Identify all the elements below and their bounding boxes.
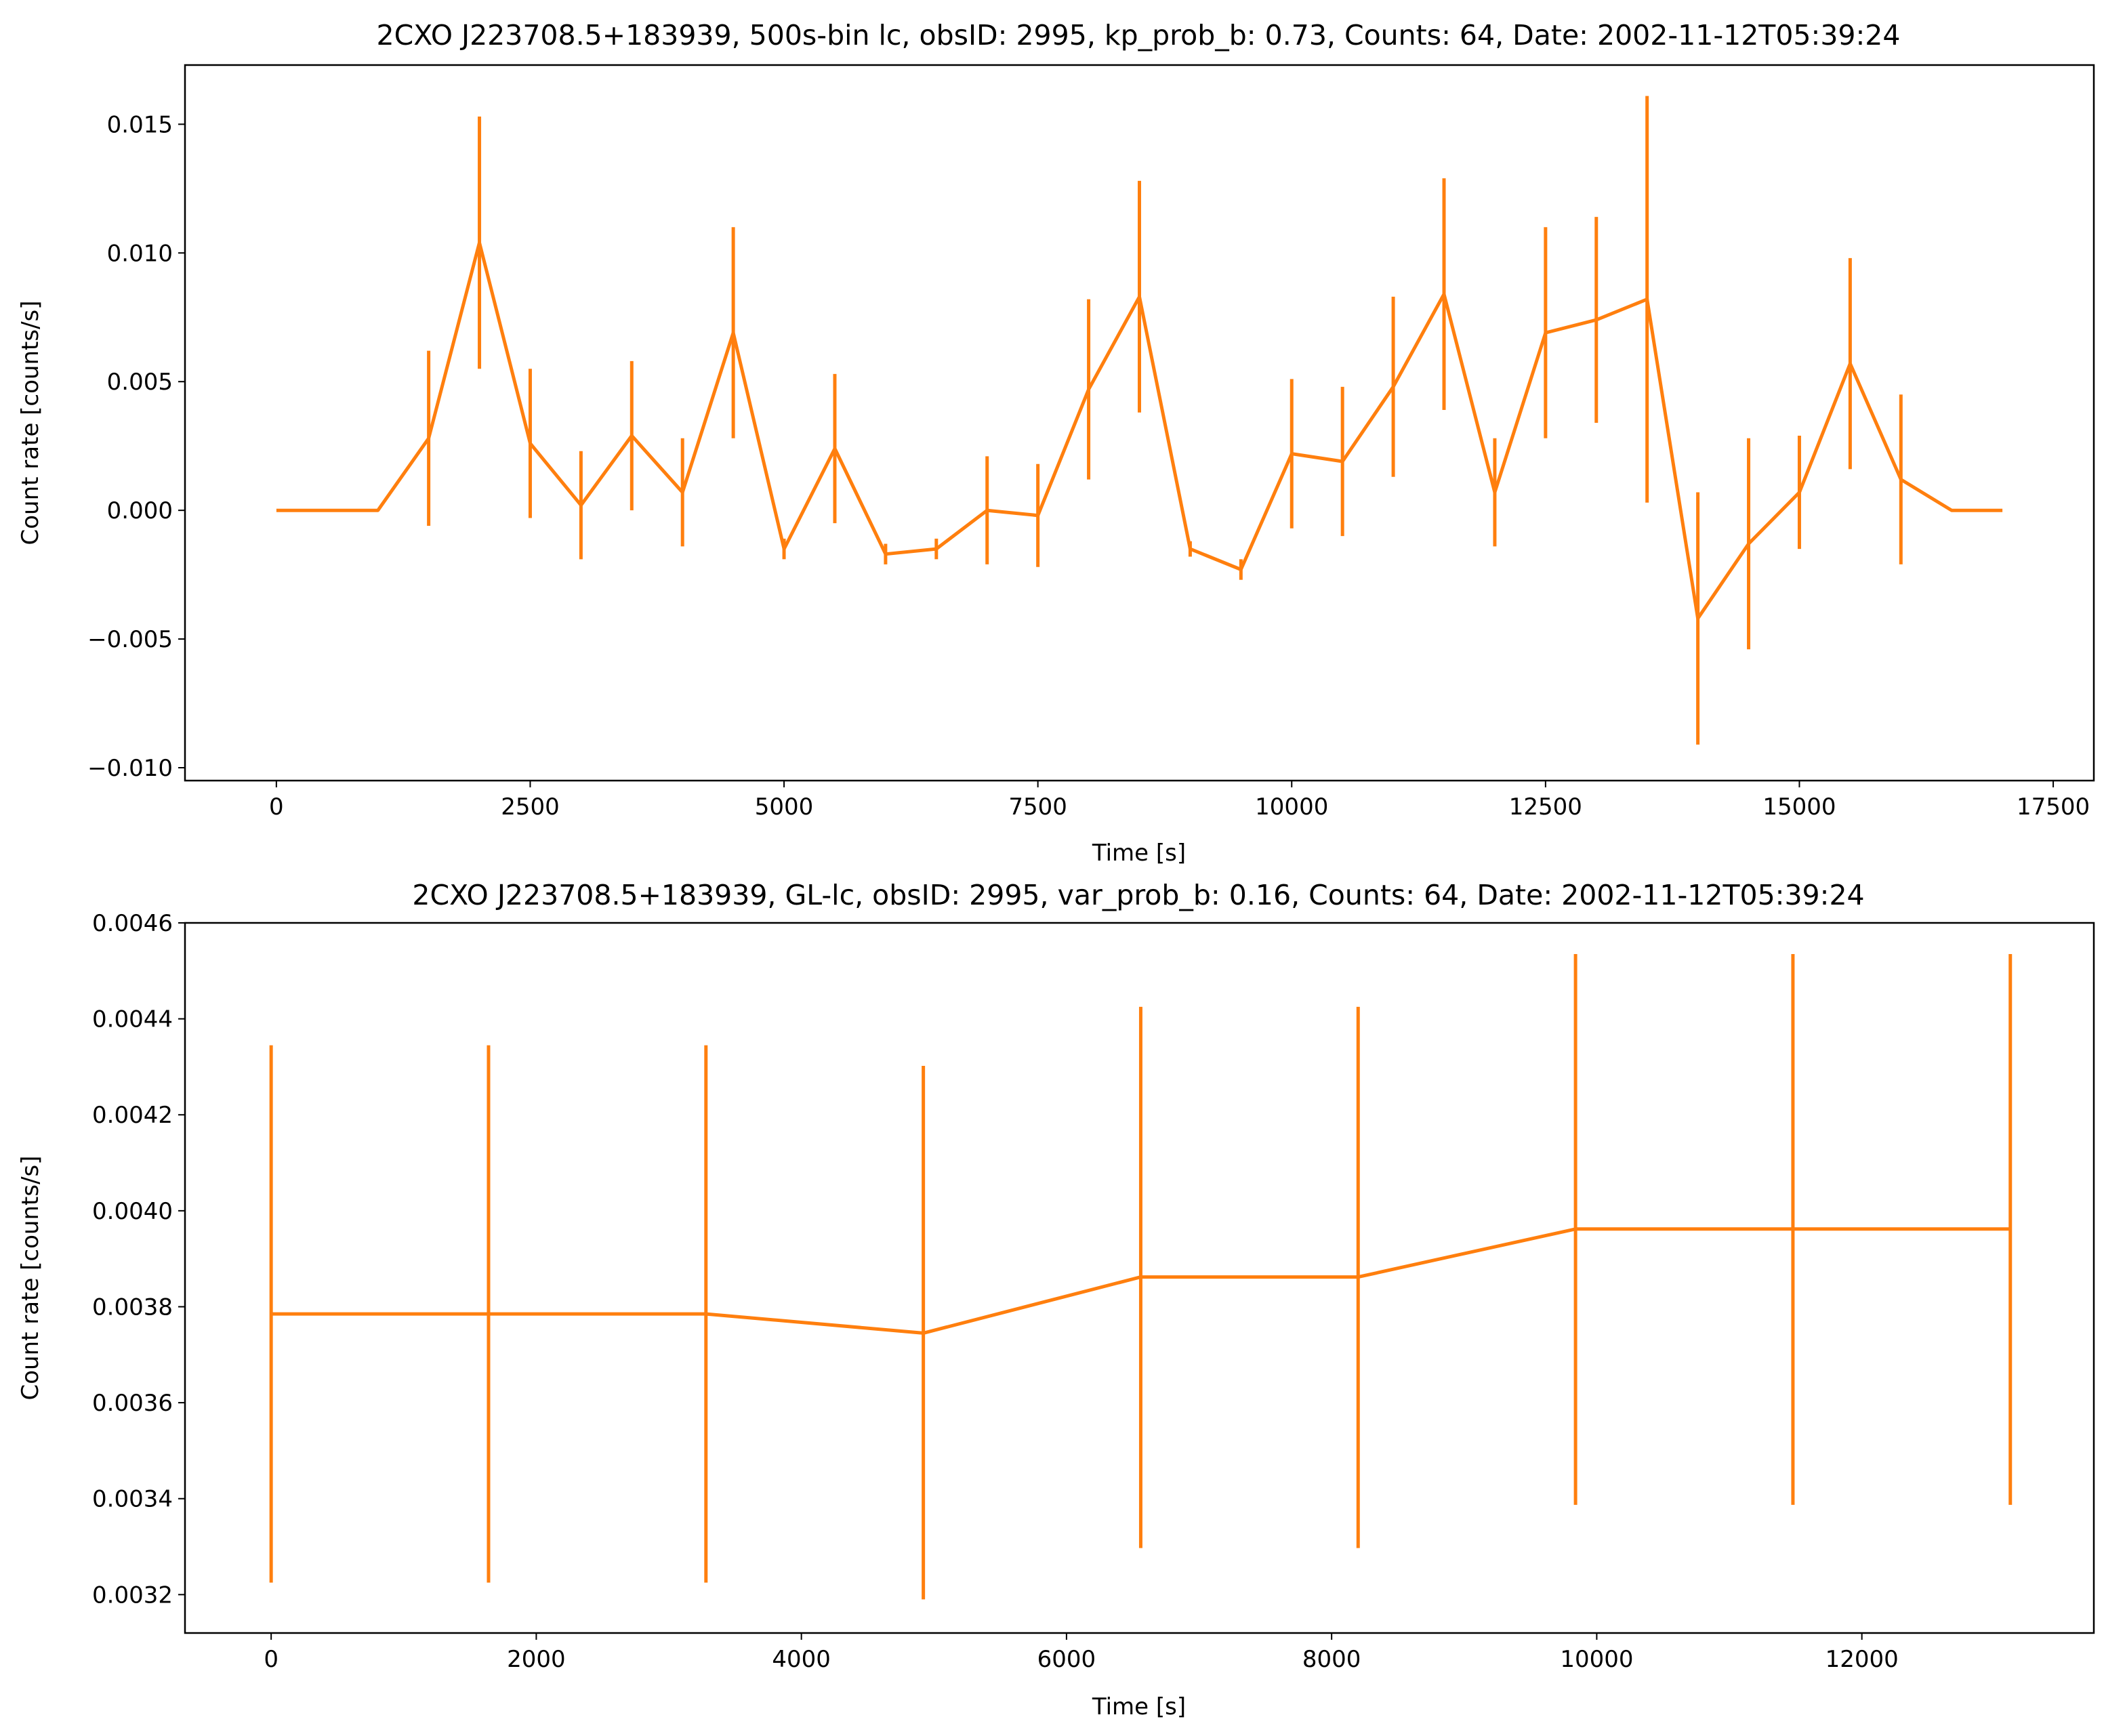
top-x-tick-label: 7500: [1008, 793, 1067, 821]
bottom-x-tick-label: 12000: [1825, 1646, 1899, 1673]
top-x-tick-label: 17500: [2017, 793, 2090, 821]
top-x-tick-label: 2500: [501, 793, 560, 821]
bottom-y-tick-label: 0.0040: [92, 1198, 173, 1225]
top-y-tick-label: 0.010: [107, 240, 173, 267]
bottom-x-tick-label: 8000: [1302, 1646, 1361, 1673]
bottom-x-tick-label: 2000: [507, 1646, 566, 1673]
bottom-x-tick-label: 6000: [1037, 1646, 1096, 1673]
top-chart-title: 2CXO J223708.5+183939, 500s-bin lc, obsI…: [377, 19, 1901, 51]
bottom-y-tick-label: 0.0046: [92, 910, 173, 937]
bottom-y-tick-label: 0.0044: [92, 1006, 173, 1033]
top-y-tick-label: 0.005: [107, 369, 173, 396]
bottom-series-line: [271, 1227, 2010, 1335]
bottom-y-tick-label: 0.0032: [92, 1582, 173, 1609]
top-y-axis-label: Count rate [counts/s]: [17, 301, 44, 545]
top-plot-frame: [184, 64, 2095, 782]
bottom-y-tick-label: 0.0034: [92, 1486, 173, 1513]
top-x-tick-label: 5000: [755, 793, 814, 821]
bottom-y-tick-label: 0.0038: [92, 1294, 173, 1321]
top-x-tick-label: 12500: [1509, 793, 1582, 821]
top-x-tick-label: 0: [269, 793, 284, 821]
top-y-tick-label: 0.000: [107, 497, 173, 524]
top-x-tick-label: 15000: [1762, 793, 1836, 821]
bottom-panel: 2CXO J223708.5+183939, GL-lc, obsID: 299…: [17, 879, 2095, 1720]
bottom-y-tick-label: 0.0042: [92, 1102, 173, 1129]
top-y-tick-label: 0.015: [107, 111, 173, 138]
top-series-line: [276, 241, 2003, 621]
top-y-tick-label: −0.005: [87, 626, 173, 653]
bottom-plot-frame: [184, 922, 2095, 1634]
bottom-x-tick-label: 0: [264, 1646, 279, 1673]
bottom-ticks: 0 2000 4000 6000 8000 10000 12000 0.0032 0.0034 0…: [92, 910, 1899, 1673]
top-panel: 2CXO J223708.5+183939, 500s-bin lc, obsI…: [17, 19, 2095, 867]
bottom-x-tick-label: 4000: [772, 1646, 831, 1673]
bottom-y-tick-label: 0.0036: [92, 1390, 173, 1417]
bottom-y-axis-label: Count rate [counts/s]: [17, 1156, 44, 1401]
bottom-x-tick-label: 10000: [1560, 1646, 1633, 1673]
top-ticks: 0 2500 5000 7500 10000 12500 15000 17500 −0.010 −…: [87, 111, 2090, 821]
top-x-axis-label: Time [s]: [1092, 840, 1186, 867]
top-x-tick-label: 10000: [1255, 793, 1328, 821]
bottom-chart-title: 2CXO J223708.5+183939, GL-lc, obsID: 299…: [412, 879, 1864, 911]
top-y-tick-label: −0.010: [87, 755, 173, 782]
bottom-x-axis-label: Time [s]: [1092, 1693, 1186, 1720]
